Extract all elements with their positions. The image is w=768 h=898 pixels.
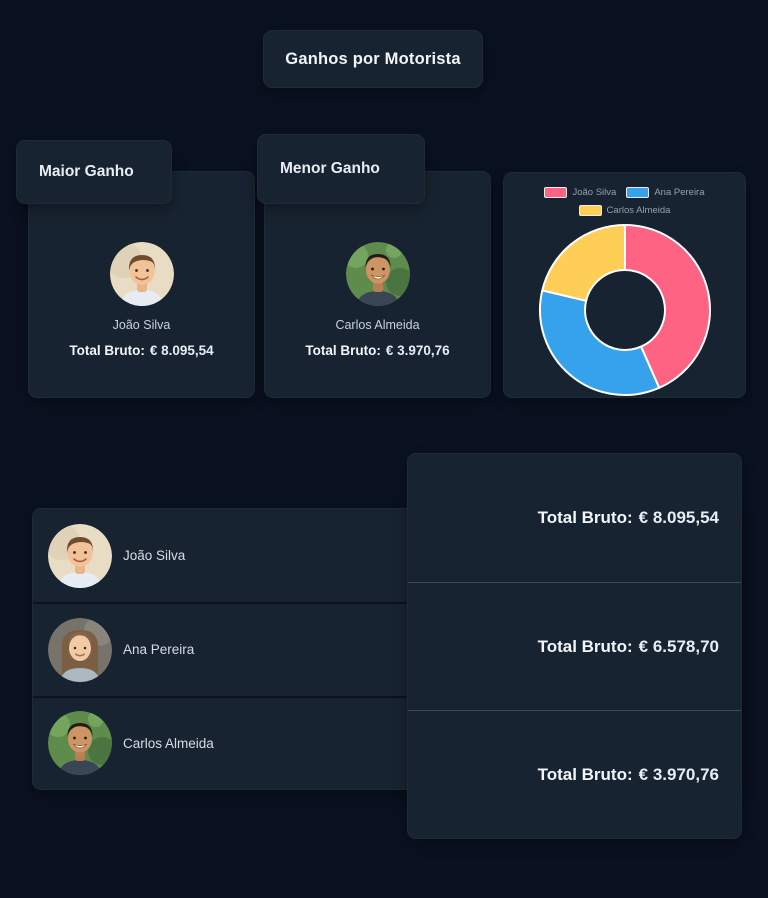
driver-avatar — [48, 523, 112, 588]
legend-item[interactable]: João Silva — [544, 187, 616, 198]
total-row: Total Bruto: € 6.578,70 — [408, 582, 741, 710]
driver-row: Ana Pereira — [33, 602, 741, 695]
donut-chart[interactable] — [536, 221, 714, 399]
legend-swatch — [578, 205, 602, 216]
donut-segment[interactable] — [623, 224, 711, 389]
driver-name: Ana Pereira — [123, 642, 195, 658]
total-label: Total Bruto: — [537, 508, 633, 527]
legend-item[interactable]: Carlos Almeida — [578, 205, 671, 216]
chart-legend: João Silva Ana Pereira Carlos Almeida — [525, 187, 725, 216]
driver-row: Carlos Almeida — [33, 695, 741, 789]
legend-item[interactable]: Ana Pereira — [626, 187, 705, 198]
driver-total: Total Bruto: € 3.970,76 — [305, 343, 449, 358]
menor-ganho-heading: Menor Ganho — [280, 160, 380, 177]
page-title-card: Ganhos por Motorista — [263, 30, 483, 88]
maior-ganho-heading: Maior Ganho — [39, 163, 134, 180]
total-value: € 3.970,76 — [638, 764, 719, 784]
total-row: Total Bruto: € 8.095,54 — [408, 454, 741, 582]
maior-ganho-card: João Silva Total Bruto: € 8.095,54 — [28, 171, 255, 398]
legend-label: Ana Pereira — [654, 187, 705, 198]
driver-name: João Silva — [123, 548, 186, 564]
maior-ganho-heading-card: Maior Ganho — [16, 140, 172, 204]
total-label: Total Bruto: — [537, 764, 633, 784]
donut-svg — [538, 224, 711, 396]
total-value: € 3.970,76 — [385, 343, 450, 358]
driver-name: João Silva — [112, 318, 171, 332]
page-title: Ganhos por Motorista — [285, 49, 461, 68]
driver-avatar — [345, 242, 410, 306]
driver-name: Carlos Almeida — [123, 735, 214, 751]
total-value: € 6.578,70 — [638, 636, 719, 656]
donut-segment[interactable] — [538, 289, 660, 396]
total-row: Total Bruto: € 3.970,76 — [408, 710, 741, 838]
legend-swatch — [544, 187, 568, 198]
driver-row: João Silva — [33, 509, 741, 602]
total-value: € 8.095,54 — [149, 343, 214, 358]
driver-name: Carlos Almeida — [335, 318, 420, 332]
menor-ganho-card: Carlos Almeida Total Bruto: € 3.970,76 — [264, 171, 491, 398]
donut-segment[interactable] — [540, 224, 626, 302]
total-value: € 8.095,54 — [638, 508, 719, 527]
menor-ganho-heading-card: Menor Ganho — [257, 134, 425, 204]
legend-swatch — [626, 187, 650, 198]
driver-avatar — [109, 242, 174, 306]
total-label: Total Bruto: — [305, 343, 381, 358]
totals-panel: Total Bruto: € 8.095,54 Total Bruto: € 6… — [407, 453, 742, 839]
driver-total: Total Bruto: € 8.095,54 — [69, 343, 213, 358]
driver-avatar — [48, 617, 112, 682]
driver-avatar — [48, 711, 112, 776]
total-label: Total Bruto: — [69, 343, 145, 358]
legend-label: Carlos Almeida — [606, 205, 671, 216]
earnings-chart-card: João Silva Ana Pereira Carlos Almeida — [503, 172, 746, 398]
total-label: Total Bruto: — [537, 636, 633, 656]
legend-label: João Silva — [572, 187, 617, 198]
